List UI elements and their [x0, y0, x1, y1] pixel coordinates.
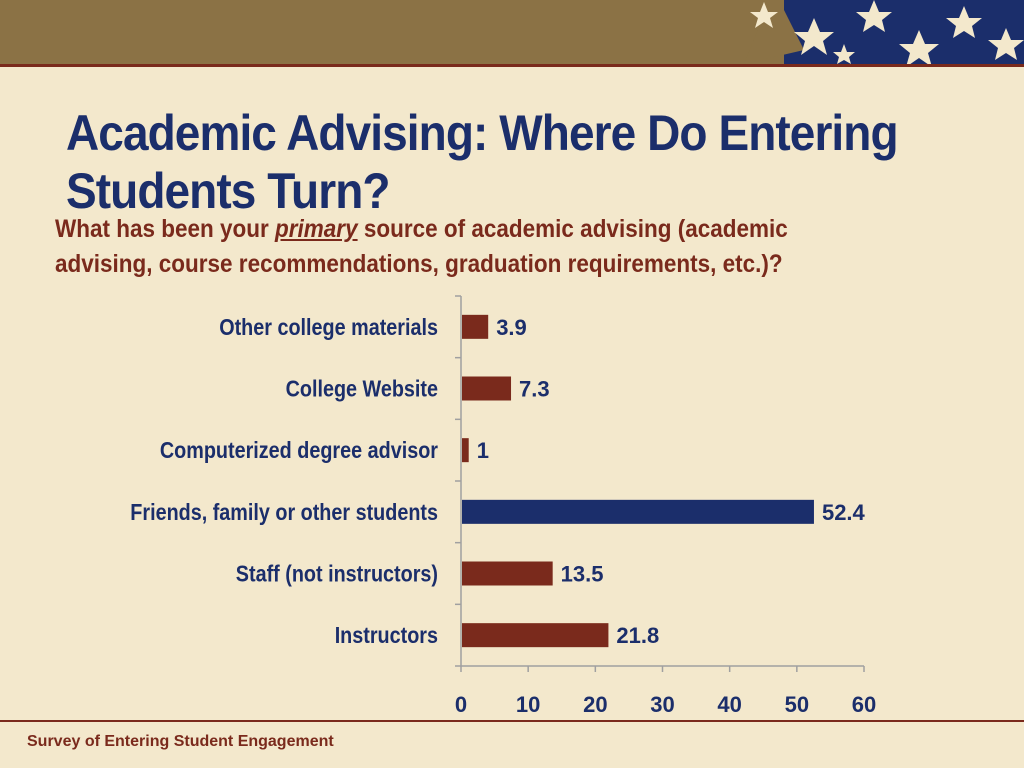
bar	[462, 561, 553, 586]
category-label: Instructors	[335, 622, 438, 648]
value-label: 13.5	[561, 562, 604, 587]
category-label: Staff (not instructors)	[236, 561, 438, 587]
footer-source: Survey of Entering Student Engagement	[27, 733, 334, 750]
category-label: Other college materials	[219, 314, 438, 340]
value-label: 3.9	[496, 315, 527, 340]
x-tick-label: 0	[455, 692, 467, 717]
bar	[462, 438, 469, 463]
value-label: 1	[477, 438, 489, 463]
x-tick-label: 50	[785, 692, 809, 717]
value-label: 52.4	[822, 500, 866, 525]
x-tick-label: 10	[516, 692, 540, 717]
x-tick-label: 30	[650, 692, 674, 717]
question-text-start: What has been your	[55, 215, 276, 243]
bar	[462, 499, 814, 524]
category-label: Friends, family or other students	[130, 499, 438, 525]
bottom-rule	[0, 720, 1024, 722]
bar	[462, 623, 609, 648]
star-decoration	[744, 0, 1024, 64]
category-label: Computerized degree advisor	[160, 437, 438, 463]
x-tick-label: 20	[583, 692, 607, 717]
question-text-end: source of academic advising (academic ad…	[55, 215, 788, 278]
slide-title: Academic Advising: Where Do Entering Stu…	[66, 105, 899, 219]
category-label: College Website	[286, 376, 438, 402]
bar	[462, 314, 489, 339]
x-tick-label: 40	[717, 692, 741, 717]
value-label: 21.8	[616, 623, 659, 648]
top-rule	[0, 64, 1024, 67]
question-emphasis: primary	[275, 215, 358, 243]
x-tick-label: 60	[852, 692, 876, 717]
bar	[462, 376, 512, 401]
value-label: 7.3	[519, 377, 550, 402]
question-text: What has been your primary source of aca…	[55, 212, 883, 282]
